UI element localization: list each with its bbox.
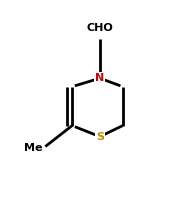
Text: N: N [95,73,104,83]
Text: Me: Me [24,143,43,153]
Text: S: S [96,132,104,142]
Text: CHO: CHO [86,23,113,33]
